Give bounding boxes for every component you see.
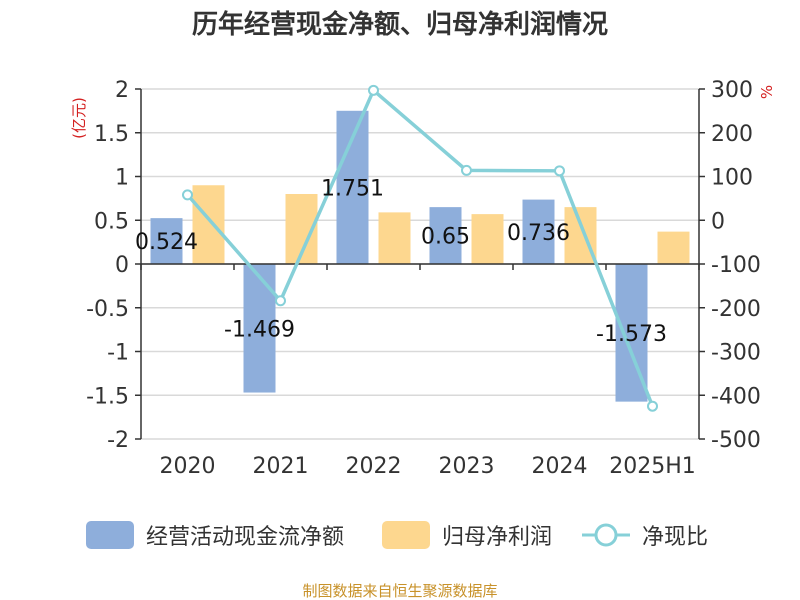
bar-data-label: -1.469 bbox=[224, 317, 295, 342]
left-axis-tick-label: 0.5 bbox=[94, 209, 129, 234]
bar-data-label: 0.65 bbox=[421, 225, 470, 250]
right-axis-tick-label: -500 bbox=[711, 428, 761, 453]
ratio-point bbox=[554, 165, 565, 177]
right-axis-tick-label: -400 bbox=[711, 384, 761, 409]
bar-cashflow bbox=[429, 207, 462, 264]
legend-item-ratio[interactable]: 净现比 bbox=[582, 523, 708, 550]
bar-profit bbox=[378, 212, 411, 264]
legend-label-profit: 归母净利润 bbox=[442, 525, 552, 550]
x-axis-tick-label: 2021 bbox=[253, 454, 309, 479]
ratio-line bbox=[186, 88, 655, 407]
legend-item-cashflow[interactable]: 经营活动现金流净额 bbox=[86, 521, 344, 550]
legend-label-ratio: 净现比 bbox=[642, 525, 708, 550]
legend-swatch-profit bbox=[382, 521, 430, 549]
axes: 2 1.5 1 0.5 0 -0.5 -1 -1.5 -2 300 200 100 0 -100 -200 -… bbox=[86, 78, 761, 479]
bar-cashflow bbox=[243, 264, 276, 393]
ratio-point bbox=[275, 295, 286, 307]
left-axis-tick-label: -1.5 bbox=[86, 384, 129, 409]
legend-swatch-ratio-marker bbox=[594, 523, 618, 547]
legend-swatch-cashflow bbox=[86, 521, 134, 549]
ratio-point bbox=[182, 189, 193, 201]
bar-data-label: -1.573 bbox=[596, 322, 667, 347]
left-axis-tick-label: -2 bbox=[107, 428, 129, 453]
bar-profit bbox=[471, 214, 504, 264]
right-axis-tick-label: 300 bbox=[711, 78, 753, 103]
ratio-point bbox=[368, 84, 379, 96]
bar-profit bbox=[657, 231, 690, 264]
x-axis-tick-label: 2020 bbox=[160, 454, 216, 479]
legend-item-profit[interactable]: 归母净利润 bbox=[382, 521, 552, 550]
left-axis-unit: (亿元) bbox=[70, 97, 88, 139]
left-axis-tick-label: -1 bbox=[107, 341, 129, 366]
bar-cashflow bbox=[522, 199, 555, 264]
source-note: 制图数据来自恒生聚源数据库 bbox=[302, 582, 497, 600]
ratio-point bbox=[647, 400, 658, 412]
right-axis-tick-label: 0 bbox=[711, 209, 725, 234]
x-axis-tick-label: 2023 bbox=[439, 454, 495, 479]
x-axis-tick-label: 2022 bbox=[346, 454, 402, 479]
chart-title: 历年经营现金净额、归母净利润情况 bbox=[192, 9, 608, 40]
bar-data-label: 1.751 bbox=[321, 176, 384, 201]
right-axis-tick-label: 200 bbox=[711, 122, 753, 147]
left-axis-tick-label: 1.5 bbox=[94, 122, 129, 147]
right-axis-tick-label: -200 bbox=[711, 297, 761, 322]
right-axis-tick-label: -100 bbox=[711, 253, 761, 278]
legend: 经营活动现金流净额 归母净利润 净现比 bbox=[86, 521, 708, 550]
left-axis-tick-label: 1 bbox=[115, 166, 129, 191]
left-axis-tick-label: 0 bbox=[115, 253, 129, 278]
x-axis-tick-label: 2024 bbox=[532, 454, 588, 479]
data-labels: 0.524 -1.469 1.751 0.65 0.736 -1.573 bbox=[135, 176, 667, 346]
bar-data-label: 0.524 bbox=[135, 230, 198, 255]
right-axis-tick-label: -300 bbox=[711, 341, 761, 366]
left-axis-tick-label: 2 bbox=[115, 78, 129, 103]
legend-label-cashflow: 经营活动现金流净额 bbox=[146, 525, 344, 550]
bar-cashflow bbox=[150, 218, 183, 264]
ratio-point bbox=[461, 164, 472, 176]
bar-data-label: 0.736 bbox=[507, 221, 570, 246]
bar-series bbox=[150, 110, 690, 402]
right-axis-tick-label: 100 bbox=[711, 166, 753, 191]
left-axis-tick-label: -0.5 bbox=[86, 297, 129, 322]
bar-profit bbox=[192, 185, 225, 264]
line-series bbox=[182, 84, 658, 412]
right-axis-unit: % bbox=[758, 85, 776, 99]
x-axis-tick-label: 2025H1 bbox=[609, 454, 696, 479]
